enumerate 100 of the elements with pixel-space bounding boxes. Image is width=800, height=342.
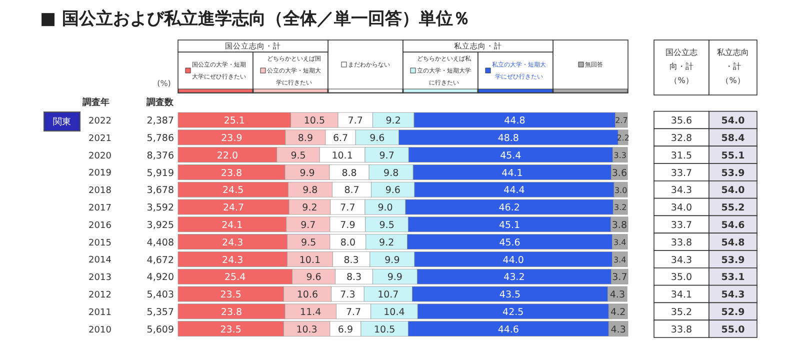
chart-title: ■ 国公立および私立進学志向（全体／単一回答）単位％ [40, 9, 470, 29]
text: 54.0 [721, 116, 746, 127]
data-label: 9.6 [370, 132, 385, 144]
data-label: 23.5 [220, 324, 242, 336]
text: 4,920 [146, 272, 174, 284]
data-label: 8.0 [340, 237, 356, 248]
data-label: 24.5 [222, 185, 244, 196]
data-label: 25.4 [224, 272, 246, 284]
text: 2,387 [146, 116, 174, 127]
data-label: 10.1 [299, 254, 321, 266]
text: 55.0 [721, 324, 746, 336]
text: 8,376 [146, 150, 174, 162]
text: 3,925 [146, 220, 174, 232]
y-tick-label: 2012 [88, 290, 112, 300]
data-label: 6.9 [338, 324, 354, 336]
data-label: 45.6 [499, 237, 520, 248]
data-label: 10.4 [384, 306, 405, 318]
text: 32.8 [670, 132, 692, 144]
text: 52.9 [721, 306, 745, 318]
data-label: 9.6 [385, 185, 400, 196]
text: 55.1 [721, 150, 745, 162]
data-label: 11.4 [300, 306, 322, 318]
data-label: 43.2 [504, 272, 525, 284]
data-label: 3.6 [612, 168, 628, 179]
data-label: 46.2 [498, 202, 520, 214]
data-label: 10.6 [296, 290, 318, 301]
data-label: 2.7 [615, 116, 628, 126]
text: 5,609 [146, 324, 174, 336]
data-label: 3.2 [614, 203, 627, 212]
y-tick-label: 2011 [88, 308, 112, 318]
data-label: 9.2 [386, 116, 401, 127]
data-label: 7.7 [348, 116, 363, 127]
text: 34.0 [670, 202, 692, 214]
data-label: 9.5 [301, 237, 316, 248]
text: 34.3 [670, 185, 692, 196]
text: 33.7 [670, 168, 692, 179]
text: 5,403 [146, 290, 174, 301]
data-label: 9.0 [378, 202, 393, 214]
y-tick-label: 2021 [88, 134, 112, 144]
text: 54.8 [721, 237, 746, 248]
text: 34.1 [670, 290, 692, 301]
text: 53.1 [721, 272, 745, 284]
data-label: 42.5 [502, 306, 524, 318]
y-tick-label: 2016 [88, 220, 112, 231]
data-label: 45.1 [498, 220, 520, 232]
data-label: 3.0 [614, 186, 628, 195]
data-label: 3.4 [614, 238, 626, 247]
data-label: 3.4 [614, 255, 626, 264]
text: 54.3 [721, 290, 745, 301]
y-tick-label: 2014 [88, 256, 112, 266]
data-label: 4.3 [610, 290, 625, 301]
text: 34.3 [670, 254, 692, 266]
text: 調査数 [146, 97, 174, 108]
data-label: 44.1 [502, 168, 523, 179]
data-label: 9.9 [300, 168, 315, 179]
data-label: 7.3 [340, 290, 356, 301]
text: 35.0 [670, 272, 692, 284]
text: 3,678 [146, 185, 174, 196]
data-label: 9.7 [379, 150, 394, 162]
y-tick-label: 2010 [88, 325, 112, 336]
text: 33.8 [670, 237, 692, 248]
data-label: 44.0 [502, 254, 524, 266]
data-label: 8.3 [344, 254, 359, 266]
data-label: 24.3 [222, 237, 244, 248]
text: 関東 [53, 116, 71, 128]
text: 55.2 [721, 202, 745, 214]
data-label: 8.7 [344, 185, 360, 196]
text: 5,357 [146, 306, 174, 318]
text: 国公立志向・計（%） [666, 48, 698, 86]
y-tick-label: 2018 [88, 186, 112, 196]
text: 4,672 [146, 254, 174, 266]
text: 58.4 [721, 132, 746, 144]
data-label: 8.3 [346, 272, 362, 284]
y-tick-label: 2020 [88, 151, 112, 162]
data-label: 9.6 [306, 272, 322, 284]
text: 35.2 [670, 306, 692, 318]
data-label: 44.8 [504, 116, 526, 127]
text: 4,408 [146, 237, 174, 248]
text: 53.9 [721, 254, 745, 266]
data-label: 9.5 [290, 150, 306, 162]
data-label: 24.3 [222, 254, 244, 266]
data-label: 22.0 [216, 150, 238, 162]
text: 33.8 [670, 324, 692, 336]
data-label: 4.2 [610, 306, 626, 318]
data-label: 7.7 [346, 306, 362, 318]
y-tick-label: 2019 [88, 168, 112, 179]
data-label: 10.1 [332, 150, 353, 162]
text: 54.6 [721, 220, 746, 232]
data-label: 9.8 [384, 168, 399, 179]
text: 5,919 [146, 168, 174, 179]
data-label: 10.3 [296, 324, 318, 336]
text: 53.9 [721, 168, 745, 179]
data-label: 25.1 [224, 116, 245, 127]
data-label: 44.4 [504, 185, 525, 196]
data-label: 9.8 [302, 185, 318, 196]
y-axis-title: 調査年 [82, 97, 110, 108]
text: (%) [157, 79, 171, 88]
text: 5,786 [146, 132, 174, 144]
data-label: 7.7 [340, 202, 356, 214]
data-label: 8.9 [298, 132, 313, 144]
